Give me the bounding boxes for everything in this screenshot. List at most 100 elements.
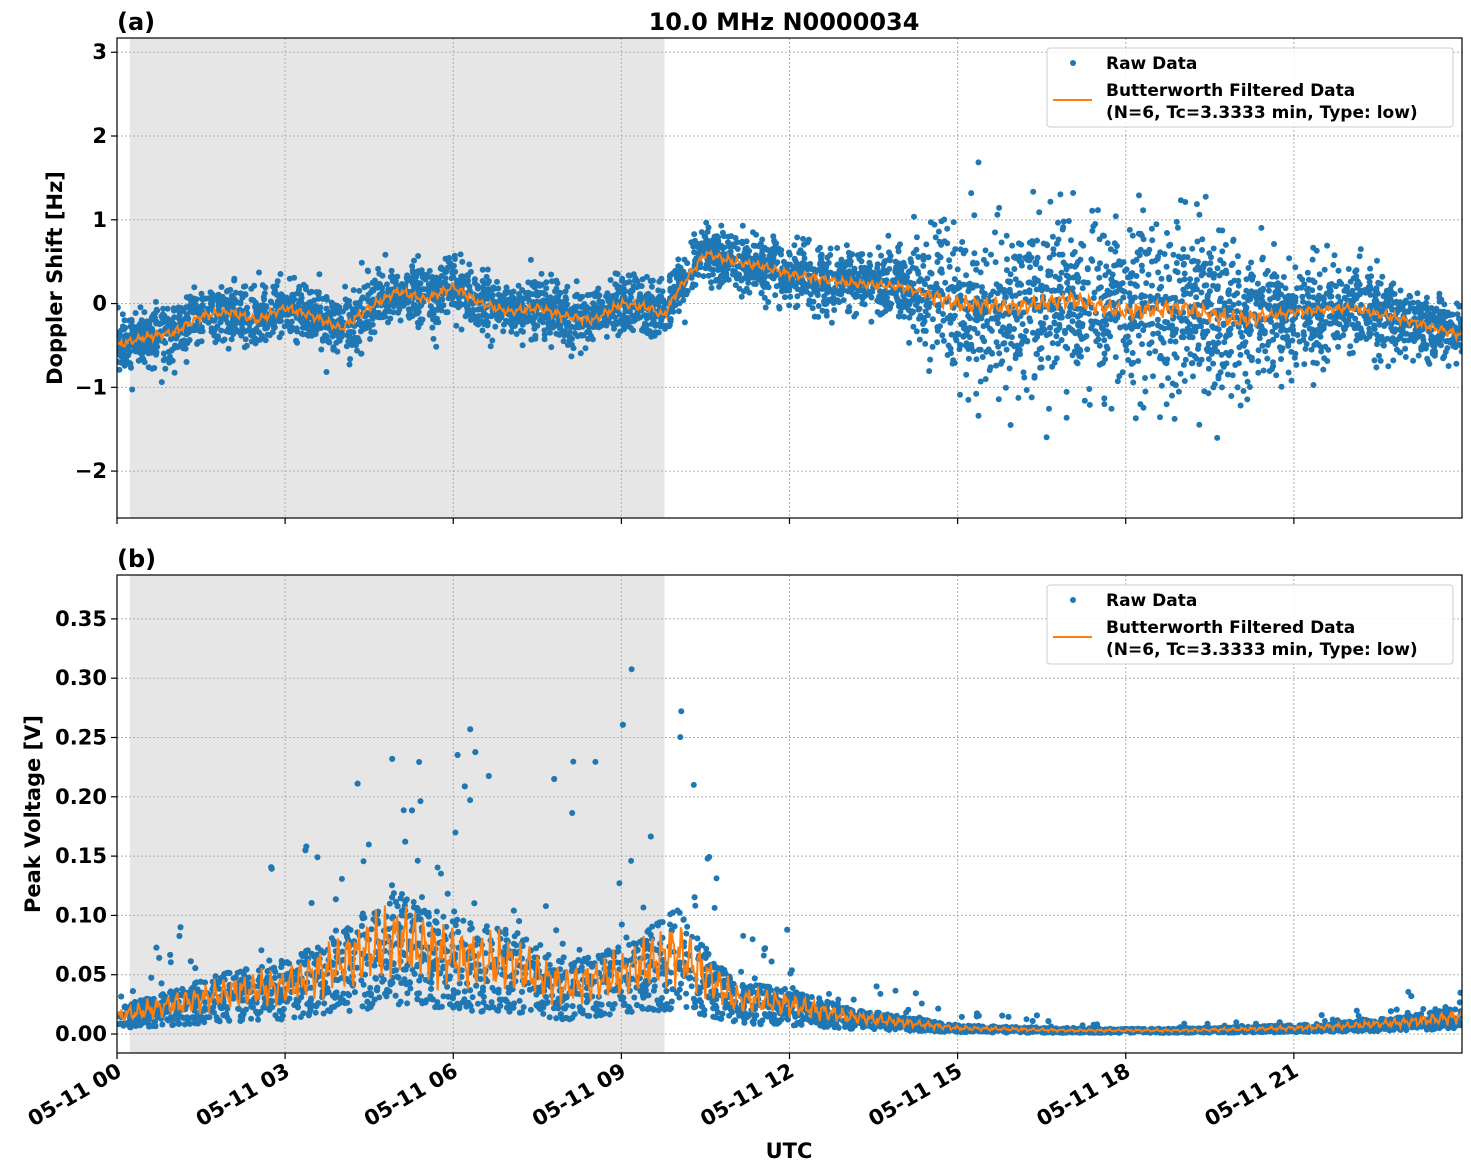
raw-data-point [1184,345,1190,352]
raw-data-point [557,326,564,332]
raw-data-point [519,318,525,325]
raw-data-point [440,302,447,309]
raw-data-point [606,297,613,304]
raw-data-point [1190,373,1196,380]
raw-data-point [1123,324,1130,331]
raw-data-point [1204,292,1211,299]
raw-data-point [929,284,936,291]
raw-data-point [1215,339,1222,346]
raw-data-point [438,266,445,272]
raw-data-point [878,252,885,259]
raw-data-point [721,277,728,284]
raw-data-point [475,285,481,292]
raw-data-point [1173,260,1180,266]
raw-data-point [508,297,515,304]
raw-data-point [1001,286,1008,293]
raw-data-point [1456,315,1462,322]
raw-data-point [1314,297,1321,304]
raw-data-point [426,289,432,296]
panel-a-ylabel: Doppler Shift [Hz] [43,171,67,385]
raw-data-point [1018,281,1025,288]
raw-data-point [1092,328,1099,335]
raw-data-point [315,295,322,302]
raw-data-point [1214,286,1220,293]
raw-data-point [721,271,728,278]
raw-data-point [1079,285,1086,292]
raw-data-point [1321,355,1328,362]
raw-data-point [911,296,918,302]
raw-data-point [1192,328,1199,335]
raw-data-point [622,288,629,295]
raw-data-point [916,278,923,285]
raw-data-point [1411,315,1418,322]
raw-data-point [1107,316,1114,323]
raw-data-point [1316,284,1323,291]
raw-data-point [1025,251,1032,258]
raw-data-point [532,335,539,342]
raw-data-point [1379,273,1386,280]
raw-data-point [612,314,619,321]
raw-data-point [367,336,374,342]
raw-data-point [660,297,667,304]
raw-data-point [1022,255,1029,261]
raw-data-point [1293,361,1300,368]
raw-data-point [484,332,491,339]
raw-data-point [302,283,309,290]
raw-data-point [906,268,913,275]
raw-data-point [1375,279,1382,286]
raw-data-point [958,321,965,328]
raw-data-point [672,302,679,309]
raw-data-point [1108,276,1115,283]
raw-data-point [1405,337,1412,344]
raw-data-point [124,360,131,367]
raw-data-point [1130,379,1137,386]
raw-data-point [1003,267,1010,274]
raw-data-point [238,332,245,339]
raw-data-point [1265,282,1272,289]
raw-data-point [1396,349,1403,356]
raw-data-point [773,248,780,255]
raw-data-point [411,257,417,264]
raw-data-point [1206,271,1213,278]
raw-data-point [1059,309,1066,316]
raw-data-point [780,283,787,290]
raw-data-point [1139,341,1145,348]
raw-data-point [160,305,167,312]
raw-data-point [143,325,150,332]
raw-data-point [1321,266,1328,273]
raw-data-point [835,261,842,268]
raw-data-point [934,251,941,258]
raw-data-point [1442,349,1449,355]
raw-data-point [1278,356,1284,362]
raw-data-point [1221,304,1228,311]
raw-data-point [442,275,449,282]
raw-data-point [1182,315,1189,322]
raw-data-point [1316,332,1323,339]
raw-data-point [355,337,362,344]
raw-data-point [1352,268,1359,275]
raw-data-point [1033,350,1040,357]
raw-data-point [225,345,232,352]
raw-data-point [761,270,768,277]
raw-data-point [559,330,566,337]
raw-data-point [920,321,926,327]
raw-data-point [1034,237,1040,244]
raw-data-point [1009,242,1016,249]
raw-data-point [920,314,927,321]
raw-data-point [1332,334,1338,341]
raw-data-point [1032,259,1039,266]
raw-data-point [1221,339,1228,346]
raw-data-point [1373,364,1380,371]
raw-data-point [875,274,882,281]
raw-data-point [907,256,914,263]
raw-data-point [171,369,178,376]
raw-data-point [1286,255,1293,262]
raw-data-point [846,308,853,315]
raw-data-point [979,354,986,360]
raw-data-point [409,267,416,274]
raw-data-point [573,278,580,285]
raw-data-point [168,317,175,324]
raw-data-point [1181,378,1188,384]
raw-data-point [1196,211,1203,218]
raw-data-point [433,343,440,350]
